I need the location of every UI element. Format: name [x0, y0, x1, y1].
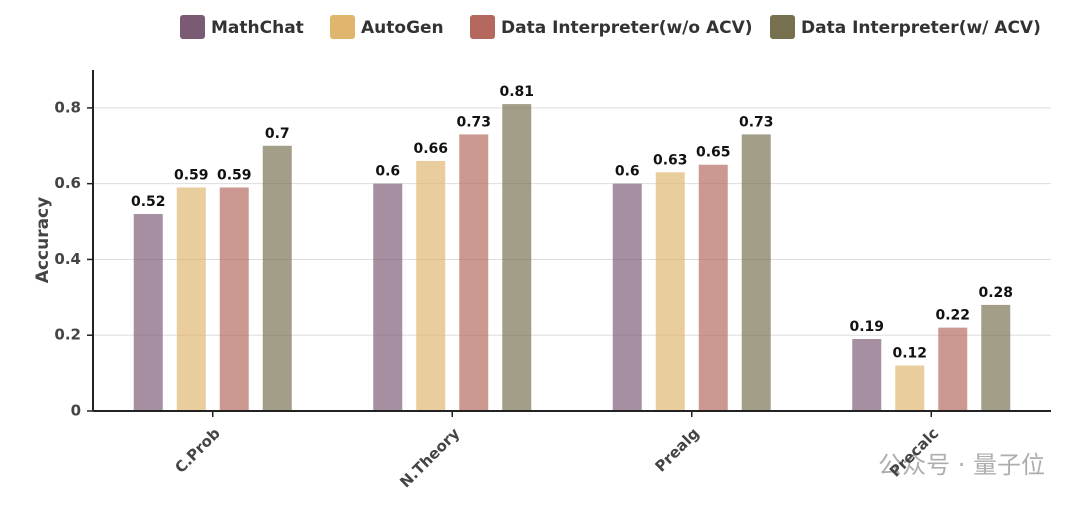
legend-swatch [770, 15, 795, 39]
value-label: 0.66 [413, 141, 448, 157]
value-label: 0.65 [696, 145, 731, 161]
legend-label: Data Interpreter(w/o ACV) [501, 18, 753, 38]
value-label: 0.63 [653, 152, 688, 168]
y-tick-label: 0.8 [54, 98, 81, 116]
y-axis-label: Accuracy [33, 197, 53, 283]
x-tick-label: Prealg [651, 424, 702, 475]
legend-swatch [470, 15, 495, 39]
y-tick-label: 0 [71, 402, 81, 420]
bar [612, 183, 642, 411]
bar [741, 134, 771, 411]
bar [981, 304, 1011, 411]
value-label: 0.73 [739, 114, 774, 130]
bar [133, 213, 163, 411]
bar [219, 187, 249, 411]
value-label: 0.7 [265, 126, 290, 142]
watermark: 公众号 · 量子位 [878, 451, 1045, 479]
value-label: 0.73 [456, 114, 491, 130]
bar [373, 183, 403, 411]
value-label: 0.6 [615, 164, 640, 180]
bar [459, 134, 489, 411]
value-label: 0.52 [131, 194, 166, 210]
bar [895, 365, 925, 411]
x-tick-label: N.Theory [396, 424, 463, 491]
bar [176, 187, 206, 411]
value-label: 0.81 [499, 84, 534, 100]
bar [655, 172, 685, 411]
x-tick-label: C.Prob [171, 424, 224, 477]
value-label: 0.59 [217, 167, 252, 183]
legend-swatch [330, 15, 355, 39]
legend-label: MathChat [211, 18, 304, 38]
legend-swatch [180, 15, 205, 39]
legend-label: Data Interpreter(w/ ACV) [801, 18, 1041, 38]
value-label: 0.22 [935, 308, 970, 324]
y-tick-label: 0.4 [54, 250, 81, 268]
bar [938, 327, 968, 411]
bar [262, 145, 292, 411]
legend-label: AutoGen [361, 18, 444, 38]
bar [416, 160, 446, 411]
value-label: 0.59 [174, 167, 209, 183]
bar [698, 164, 728, 411]
y-tick-label: 0.2 [54, 326, 81, 344]
value-label: 0.19 [849, 319, 884, 335]
value-label: 0.12 [892, 346, 927, 362]
value-label: 0.28 [978, 285, 1013, 301]
y-tick-label: 0.6 [54, 174, 81, 192]
value-label: 0.6 [375, 164, 400, 180]
bar [852, 339, 882, 411]
bar [502, 104, 532, 411]
